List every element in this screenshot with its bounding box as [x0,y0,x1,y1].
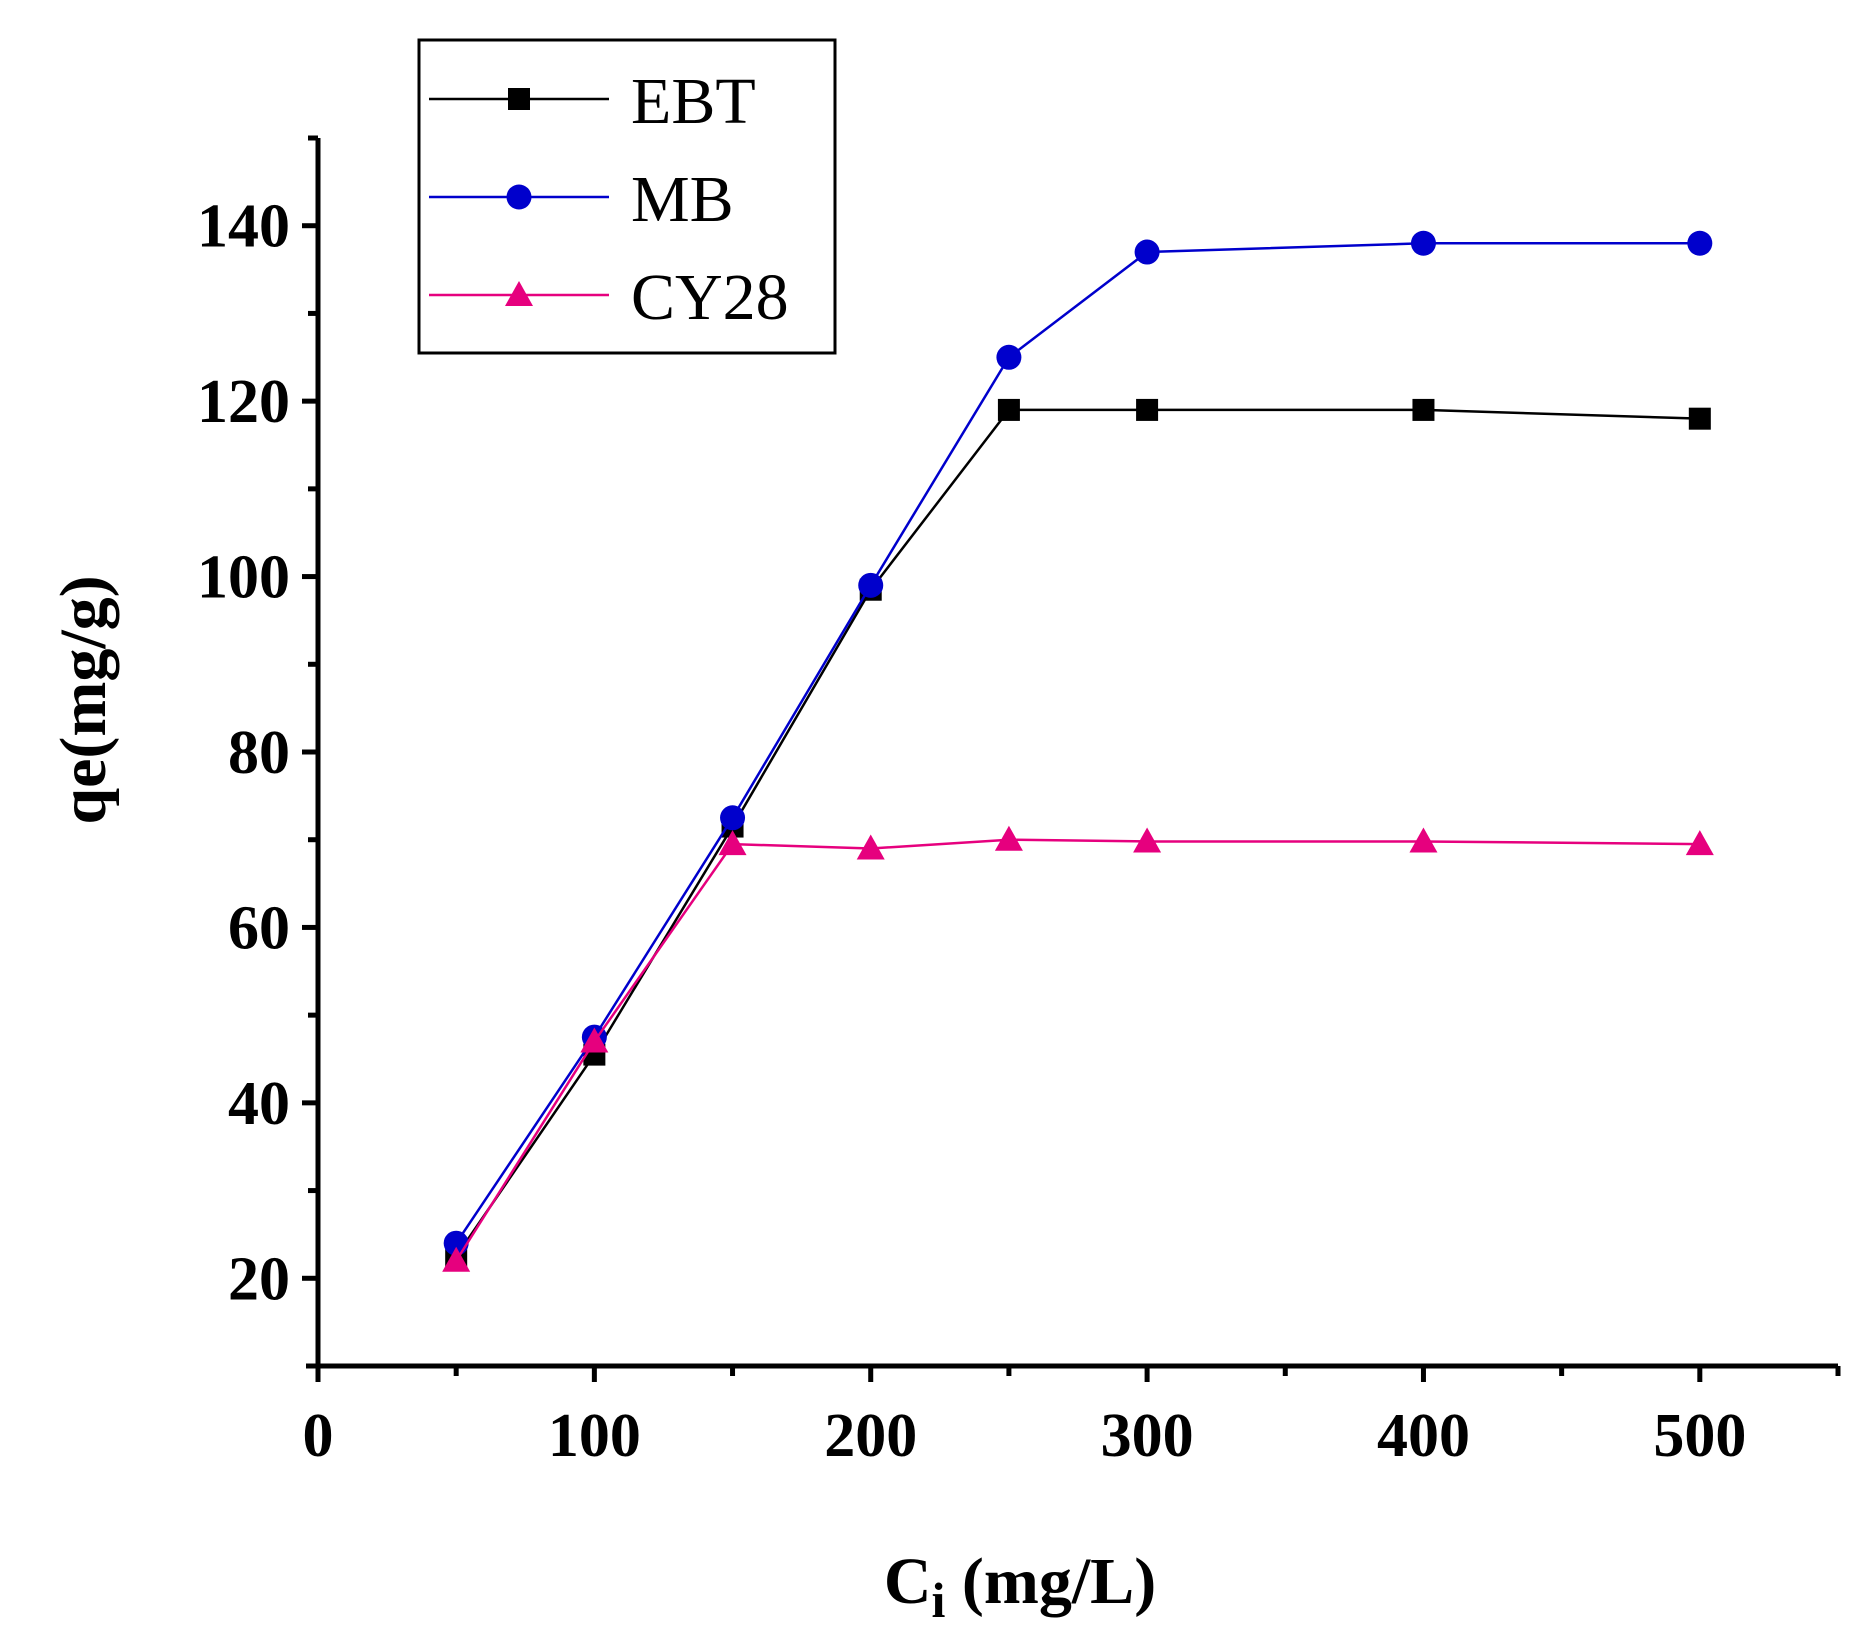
x-tick-label: 500 [1653,1402,1746,1470]
data-point-ebt [1412,398,1435,421]
data-point-cy28 [994,825,1023,851]
x-axis-title-unit: (mg/L) [945,1545,1156,1618]
y-tick-label: 120 [197,368,290,436]
x-axis-title-subscript: i [931,1572,945,1628]
data-point-mb [996,344,1022,370]
data-point-mb [1410,230,1436,256]
x-tick-label: 400 [1377,1402,1470,1470]
data-point-ebt [1136,398,1159,421]
y-tick-label: 20 [228,1245,290,1313]
legend: EBT MB CY28 [417,38,837,355]
series-line-cy28 [455,838,1700,1262]
series-layer [442,230,1714,1272]
x-tick-label: 300 [1101,1402,1194,1470]
data-point-mb [1134,239,1160,265]
series-line-mb [455,242,1700,1244]
series-mb [443,230,1713,1256]
y-tick-label: 100 [197,544,290,612]
legend-label-cy28: CY28 [631,261,789,334]
series-line-ebt [455,408,1700,1258]
x-axis-title-main: C [884,1545,932,1618]
y-tick-label: 40 [228,1070,290,1138]
data-point-mb [858,572,884,598]
legend-label-ebt: EBT [631,65,756,138]
data-point-cy28 [1685,830,1714,856]
y-axis-title: qe(mg/g) [47,575,120,824]
data-point-cy28 [1133,827,1162,853]
y-tick-label: 80 [228,719,290,787]
data-point-cy28 [718,830,747,856]
x-axis-title: Ci (mg/L) [884,1545,1156,1628]
series-cy28 [442,825,1714,1272]
data-point-ebt [997,398,1020,421]
axes: 0 100 200 300 400 500 20 40 60 80 100 120 140 [197,135,1841,1470]
legend-marker-cy28 [505,281,533,306]
legend-marker-mb [506,184,532,210]
data-point-mb [1687,230,1713,256]
y-tick-label: 140 [197,193,290,261]
data-point-cy28 [442,1246,471,1272]
x-tick-label: 200 [824,1402,917,1470]
y-tick-label: 60 [228,894,290,962]
legend-marker-ebt [508,88,530,110]
legend-label-mb: MB [631,163,734,236]
data-point-cy28 [856,834,885,860]
data-point-ebt [1688,407,1711,430]
series-ebt [445,398,1711,1268]
data-point-cy28 [1409,827,1438,853]
data-point-cy28 [580,1027,609,1053]
data-point-mb [720,805,746,831]
x-tick-label: 0 [303,1402,334,1470]
x-tick-label: 100 [548,1402,641,1470]
